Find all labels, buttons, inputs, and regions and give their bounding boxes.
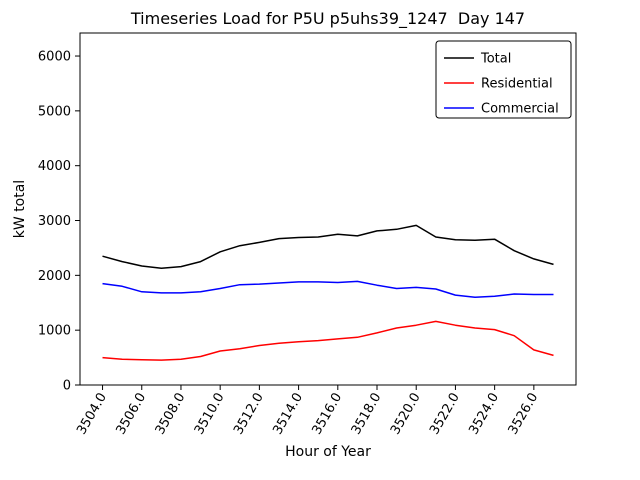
series-line-total bbox=[102, 224, 554, 269]
y-tick-label: 2000 bbox=[38, 269, 71, 284]
y-tick-label: 0 bbox=[63, 379, 71, 394]
legend-label-commercial: Commercial bbox=[481, 102, 559, 117]
x-tick-label: 3522.0 bbox=[427, 391, 463, 438]
legend-label-residential: Residential bbox=[481, 77, 553, 92]
x-tick-label: 3526.0 bbox=[506, 391, 542, 438]
x-tick-label: 3524.0 bbox=[466, 391, 502, 438]
x-tick-label: 3508.0 bbox=[153, 391, 189, 438]
y-tick-label: 5000 bbox=[38, 104, 71, 119]
series-line-commercial bbox=[102, 280, 554, 299]
x-tick-label: 3516.0 bbox=[310, 391, 346, 438]
x-tick-label: 3514.0 bbox=[270, 391, 306, 438]
x-tick-label: 3504.0 bbox=[74, 391, 110, 438]
x-tick-label: 3518.0 bbox=[349, 391, 385, 438]
axes-frame bbox=[79, 32, 577, 386]
y-tick-label: 1000 bbox=[38, 324, 71, 339]
series-line-residential bbox=[102, 320, 554, 361]
y-tick-label: 6000 bbox=[38, 50, 71, 65]
legend-label-total: Total bbox=[480, 52, 511, 67]
y-tick-label: 3000 bbox=[38, 214, 71, 229]
legend-box bbox=[435, 40, 572, 119]
x-tick-label: 3512.0 bbox=[231, 391, 267, 438]
chart-title: Timeseries Load for P5U p5uhs39_1247 Day… bbox=[130, 9, 526, 28]
x-tick-label: 3520.0 bbox=[388, 391, 424, 438]
x-tick-label: 3506.0 bbox=[113, 391, 149, 438]
x-axis-label: Hour of Year bbox=[285, 444, 371, 460]
x-tick-label: 3510.0 bbox=[192, 391, 228, 438]
y-tick-label: 4000 bbox=[38, 159, 71, 174]
